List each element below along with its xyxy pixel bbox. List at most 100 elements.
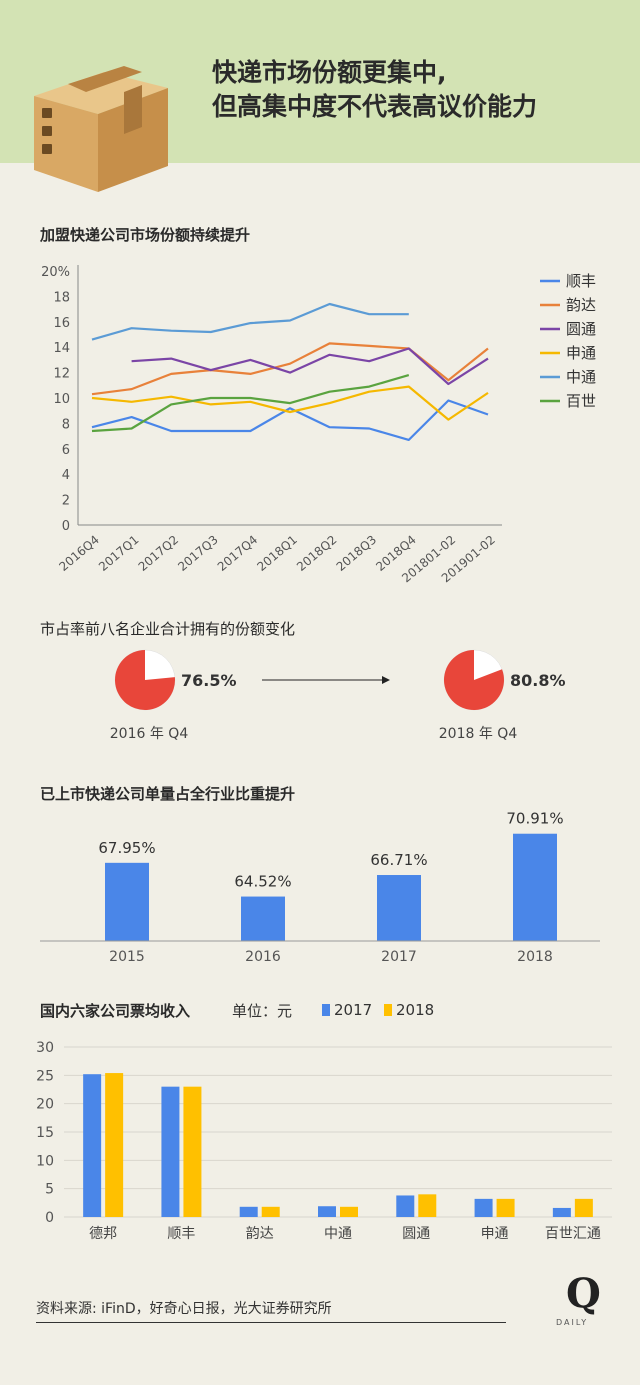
pie-value-label: 76.5% <box>181 671 237 690</box>
y-tick-label: 20 <box>36 1097 54 1113</box>
y-tick-label: 20% <box>41 265 70 280</box>
x-tick-label: 2018Q1 <box>254 533 299 574</box>
x-tick-label: 2018Q3 <box>334 533 379 574</box>
bar <box>513 833 557 941</box>
legend-label: 圆通 <box>566 320 596 338</box>
series-4 <box>91 302 409 341</box>
revenue-chart: 0 5 10 15 20 25 30 德邦 顺丰 韵达 中通 圆通 申通 百世汇通 2017 2018 <box>36 1001 612 1242</box>
legend-label: 申通 <box>566 344 596 362</box>
pie-caption: 2016 年 Q4 <box>110 726 189 742</box>
pie-0: 76.5% 2016 年 Q4 <box>110 649 237 742</box>
series-line <box>91 374 410 433</box>
y-tick-label: 15 <box>36 1125 54 1141</box>
line-chart: 02468101214161820%2016Q42017Q12017Q22017… <box>41 265 596 585</box>
bar-category-label: 2018 <box>517 949 553 965</box>
page-title: 快递市场份额更集中, 但高集中度不代表高议价能力 <box>212 56 537 124</box>
bar-category-label: 2015 <box>109 949 145 965</box>
brand-logo: Q <box>566 1270 601 1317</box>
legend-label: 顺丰 <box>566 272 596 290</box>
title-line-2: 但高集中度不代表高议价能力 <box>212 92 538 121</box>
bar <box>241 896 285 941</box>
y-tick-label: 5 <box>45 1182 54 1198</box>
category-label: 韵达 <box>246 1226 274 1242</box>
x-tick-label: 2017Q1 <box>96 533 141 574</box>
bar-2018 <box>418 1194 437 1217</box>
y-tick-label: 8 <box>62 417 70 432</box>
pie-caption: 2018 年 Q4 <box>439 726 518 742</box>
bar-2018 <box>340 1206 358 1217</box>
bar-2018 <box>496 1198 515 1217</box>
series-1 <box>91 342 489 396</box>
category-label: 圆通 <box>402 1226 430 1242</box>
x-tick-label: 2016Q4 <box>56 533 101 574</box>
bar-value-label: 67.95% <box>98 839 155 857</box>
bar-2017 <box>474 1198 493 1217</box>
bar-category-label: 2016 <box>245 949 281 965</box>
y-tick-label: 0 <box>62 519 70 534</box>
bar-2017 <box>239 1206 258 1217</box>
unit-label: 单位：元 <box>232 1002 293 1020</box>
pie-comparison: 76.5% 2016 年 Q4 80.8% 2018 年 Q4 <box>110 649 566 742</box>
bar <box>105 862 149 941</box>
line-chart-title: 加盟快递公司市场份额持续提升 <box>40 226 251 244</box>
legend-label: 2018 <box>396 1001 434 1019</box>
bar-2017 <box>83 1074 102 1217</box>
source-divider <box>36 1322 506 1323</box>
series-0 <box>91 399 489 441</box>
bar-2017 <box>318 1206 336 1217</box>
brand-logo-sub: DAILY <box>556 1318 589 1327</box>
x-tick-label: 2017Q4 <box>215 533 260 574</box>
y-tick-label: 12 <box>53 367 70 382</box>
bar-chart-title: 已上市快递公司单量占全行业比重提升 <box>40 785 296 803</box>
revenue-chart-title: 国内六家公司票均收入 <box>40 1002 191 1020</box>
x-tick-label: 2017Q3 <box>175 533 220 574</box>
x-tick-label: 2018Q2 <box>294 533 339 574</box>
category-label: 德邦 <box>89 1226 117 1242</box>
category-label: 百世汇通 <box>545 1226 601 1242</box>
bar-2017 <box>161 1086 180 1217</box>
pie-1: 80.8% 2018 年 Q4 <box>439 649 566 742</box>
y-tick-label: 6 <box>62 443 70 458</box>
arrow-head-icon <box>382 676 390 684</box>
category-label: 中通 <box>324 1226 352 1242</box>
legend-label: 中通 <box>566 368 596 386</box>
bar-2018 <box>183 1086 202 1217</box>
y-tick-label: 10 <box>53 392 70 407</box>
cardboard-box-icon <box>34 66 168 192</box>
x-tick-label: 2017Q2 <box>136 533 181 574</box>
series-line <box>91 342 489 396</box>
bar <box>377 875 421 941</box>
y-tick-label: 30 <box>36 1040 54 1056</box>
source-note: 资料来源: iFinD，好奇心日报，光大证券研究所 <box>36 1301 332 1317</box>
bar-category-label: 2017 <box>381 949 417 965</box>
series-line <box>91 385 489 421</box>
series-line <box>91 399 489 441</box>
legend-swatch <box>322 1004 330 1016</box>
series-line <box>131 347 489 386</box>
pie-section-title: 市占率前八名企业合计拥有的份额变化 <box>40 620 296 638</box>
y-tick-label: 10 <box>36 1153 54 1169</box>
bar-value-label: 64.52% <box>234 873 291 891</box>
legend-label: 2017 <box>334 1001 372 1019</box>
pie-value-label: 80.8% <box>510 671 566 690</box>
pie-slice <box>115 650 176 710</box>
y-tick-label: 14 <box>53 341 70 356</box>
series-2 <box>131 347 489 386</box>
category-label: 顺丰 <box>167 1226 195 1242</box>
title-line-1: 快递市场份额更集中, <box>212 58 447 87</box>
y-tick-label: 0 <box>45 1210 54 1226</box>
y-tick-label: 4 <box>62 468 70 483</box>
legend-swatch <box>384 1004 392 1016</box>
legend-label: 百世 <box>566 392 596 410</box>
bar-2018 <box>261 1206 280 1217</box>
bar-value-label: 70.91% <box>506 810 563 828</box>
series-5 <box>91 374 410 433</box>
y-tick-label: 16 <box>53 316 70 331</box>
bar-value-label: 66.71% <box>370 851 427 869</box>
category-label: 申通 <box>481 1226 509 1242</box>
bar-2018 <box>105 1073 124 1217</box>
y-tick-label: 25 <box>36 1068 54 1084</box>
bar-2018 <box>574 1198 593 1217</box>
bar-2017 <box>396 1195 415 1217</box>
y-tick-label: 18 <box>53 290 70 305</box>
